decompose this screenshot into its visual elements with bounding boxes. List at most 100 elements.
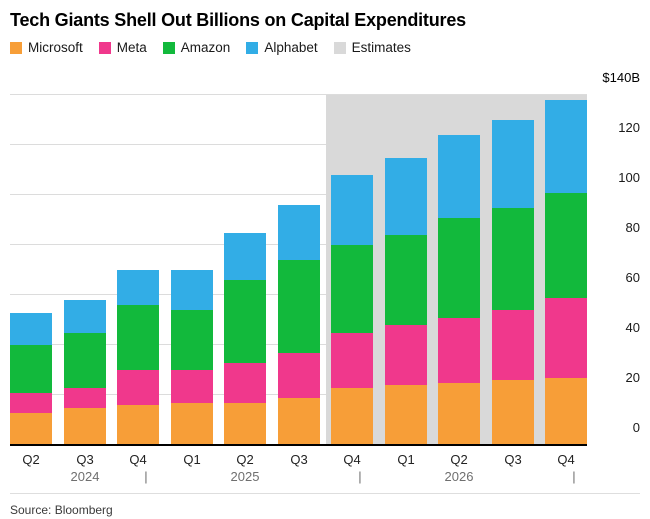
- bar-segment-amazon: [117, 305, 159, 370]
- legend-label: Amazon: [180, 40, 231, 55]
- bars: [10, 95, 587, 445]
- y-axis-label: 80: [625, 220, 640, 235]
- bar-segment-meta: [384, 325, 427, 385]
- bar-segment-amazon: [545, 192, 587, 298]
- bar-segment-microsoft: [545, 377, 587, 445]
- year-label: 2025: [230, 469, 260, 484]
- bar-segment-amazon: [170, 310, 213, 370]
- bar-segment-meta: [63, 387, 106, 408]
- y-axis-label: 40: [625, 320, 640, 335]
- bar-segment-meta: [331, 332, 373, 388]
- bar-segment-alphabet: [63, 300, 106, 333]
- x-axis-label: Q4: [343, 452, 361, 467]
- bar-segment-amazon: [331, 245, 373, 333]
- y-axis-label: 0: [632, 420, 640, 435]
- x-axis-label: Q2: [22, 452, 40, 467]
- bar-segment-microsoft: [170, 402, 213, 445]
- bar-q3-1: [63, 95, 106, 445]
- legend-item-amazon: Amazon: [162, 40, 231, 55]
- bar-segment-meta: [170, 370, 213, 403]
- legend-swatch: [98, 41, 111, 54]
- bar-segment-amazon: [491, 207, 534, 310]
- x-axis-label: Q2: [450, 452, 468, 467]
- y-axis-label: 100: [618, 170, 640, 185]
- bar-segment-amazon: [438, 217, 480, 318]
- y-axis-label: 120: [618, 120, 640, 135]
- x-axis-label: Q1: [397, 452, 415, 467]
- gridline: [10, 94, 587, 95]
- bar-q1-7: [384, 95, 427, 445]
- bar-segment-meta: [438, 317, 480, 383]
- bar-q3-9: [491, 95, 534, 445]
- bar-segment-alphabet: [10, 312, 52, 345]
- gridline: [10, 194, 587, 195]
- source-note: Source: Bloomberg: [10, 503, 113, 517]
- year-tick: |: [572, 469, 576, 484]
- x-axis-labels: Q2 Q3 Q4 Q1 Q2 Q3 Q4 Q1 Q2 Q3 Q4: [10, 445, 587, 467]
- bar-segment-amazon: [10, 345, 52, 393]
- y-axis-label: 60: [625, 270, 640, 285]
- x-axis-label: Q1: [183, 452, 201, 467]
- bar-segment-meta: [117, 370, 159, 405]
- bar-segment-amazon: [384, 235, 427, 325]
- bar-segment-alphabet: [170, 270, 213, 310]
- bar-segment-meta: [10, 392, 52, 413]
- bar-segment-alphabet: [438, 135, 480, 218]
- bar-q2-0: [10, 95, 52, 445]
- chart-title: Tech Giants Shell Out Billions on Capita…: [10, 10, 466, 30]
- x-axis-label: Q2: [236, 452, 254, 467]
- x-axis-label: Q3: [290, 452, 308, 467]
- legend-item-estimates: Estimates: [333, 40, 411, 55]
- bar-segment-microsoft: [438, 382, 480, 445]
- bar-segment-microsoft: [277, 397, 320, 445]
- bar-segment-microsoft: [224, 402, 266, 445]
- legend-swatch: [162, 41, 175, 54]
- plot-area: [10, 94, 587, 446]
- bar-segment-alphabet: [331, 175, 373, 245]
- bar-segment-alphabet: [384, 157, 427, 235]
- legend-item-microsoft: Microsoft: [10, 40, 83, 55]
- legend-item-alphabet: Alphabet: [246, 40, 318, 55]
- year-label: 2026: [444, 469, 474, 484]
- legend-label: Meta: [116, 40, 147, 55]
- bar-segment-alphabet: [277, 205, 320, 260]
- y-axis-labels: 0 20 40 60 80 100 120 $140B: [592, 70, 640, 445]
- bar-segment-meta: [224, 362, 266, 403]
- bar-q4-6: [331, 95, 373, 445]
- bar-q3-5: [277, 95, 320, 445]
- year-row: 2024 | 2025 | 2026 |: [10, 469, 587, 487]
- gridline: [10, 144, 587, 145]
- y-axis-top-label: $140B: [602, 70, 640, 85]
- bar-q4-10: [545, 95, 587, 445]
- bar-segment-amazon: [224, 280, 266, 363]
- bar-segment-amazon: [63, 332, 106, 388]
- bar-segment-microsoft: [10, 412, 52, 445]
- legend-swatch: [333, 41, 346, 54]
- y-axis-label: 20: [625, 370, 640, 385]
- legend: Microsoft Meta Amazon Alphabet Estimates: [10, 40, 640, 55]
- legend-swatch: [246, 41, 259, 54]
- legend-item-meta: Meta: [98, 40, 147, 55]
- bar-segment-alphabet: [545, 100, 587, 193]
- bar-segment-microsoft: [491, 380, 534, 445]
- chart: 0 20 40 60 80 100 120 $140B Q2 Q3 Q4 Q1 Q2 Q3 Q4 Q1 Q2 Q…: [10, 65, 640, 487]
- bar-segment-amazon: [277, 260, 320, 353]
- legend-label: Estimates: [351, 40, 411, 55]
- bar-segment-meta: [277, 352, 320, 398]
- bar-segment-alphabet: [491, 120, 534, 208]
- bar-segment-microsoft: [117, 405, 159, 445]
- x-axis-label: Q3: [76, 452, 94, 467]
- bar-segment-meta: [545, 297, 587, 378]
- x-axis-line: [10, 444, 587, 446]
- year-tick: |: [358, 469, 362, 484]
- bar-segment-microsoft: [384, 385, 427, 445]
- legend-swatch: [10, 41, 22, 54]
- legend-label: Microsoft: [28, 40, 83, 55]
- x-axis-label: Q3: [504, 452, 522, 467]
- x-axis-label: Q4: [129, 452, 147, 467]
- bar-q2-8: [438, 95, 480, 445]
- bar-q4-2: [117, 95, 159, 445]
- legend-label: Alphabet: [264, 40, 318, 55]
- bar-segment-alphabet: [117, 270, 159, 305]
